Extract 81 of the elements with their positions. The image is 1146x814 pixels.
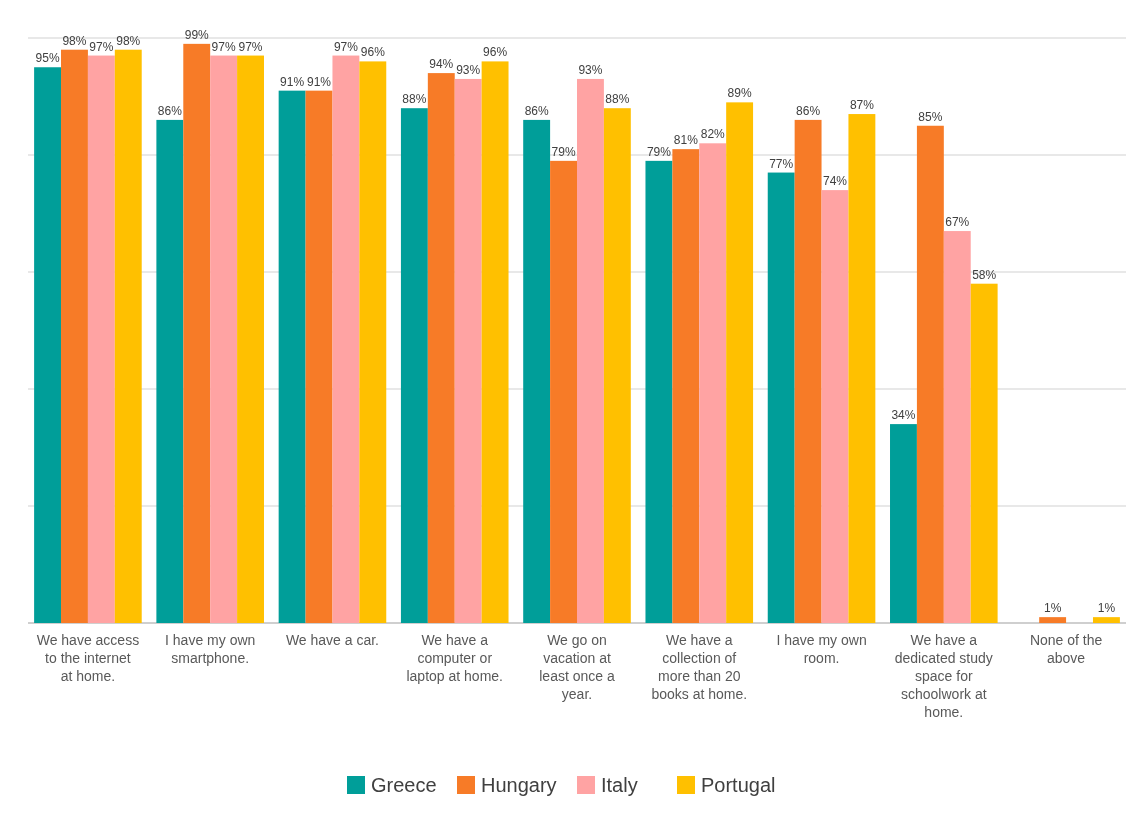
x-tick-label: We have a computer or laptop at home. bbox=[406, 632, 503, 684]
data-label: 86% bbox=[524, 103, 549, 118]
bar bbox=[916, 125, 944, 623]
data-label: 94% bbox=[429, 57, 454, 72]
bar bbox=[603, 108, 631, 623]
data-label: 86% bbox=[157, 103, 183, 118]
data-label: 85% bbox=[918, 109, 943, 124]
x-tick-label: We go on vacation at least once a year. bbox=[539, 632, 615, 702]
x-tick-label: I have my own smartphone. bbox=[165, 632, 256, 666]
bar bbox=[577, 78, 604, 623]
bar bbox=[237, 55, 264, 623]
bar bbox=[1039, 617, 1067, 623]
data-label: 96% bbox=[360, 45, 386, 60]
data-label: 93% bbox=[456, 62, 481, 77]
data-label: 74% bbox=[822, 174, 848, 189]
data-label: 96% bbox=[483, 45, 508, 60]
data-label: 67% bbox=[945, 215, 970, 230]
bar bbox=[672, 149, 700, 623]
bar bbox=[114, 49, 142, 623]
data-label: 97% bbox=[333, 39, 359, 54]
bar bbox=[1092, 617, 1120, 623]
bar bbox=[305, 90, 333, 623]
bar bbox=[890, 424, 917, 623]
data-label: 34% bbox=[891, 408, 916, 423]
bar bbox=[34, 67, 62, 623]
bar bbox=[400, 108, 428, 623]
bar bbox=[943, 231, 971, 623]
bar bbox=[359, 61, 387, 623]
data-label: 1% bbox=[1097, 601, 1116, 616]
x-tick-label: None of the above bbox=[1029, 632, 1103, 666]
bar bbox=[821, 190, 849, 623]
data-label: 95% bbox=[35, 51, 60, 66]
bar bbox=[699, 143, 727, 623]
data-label: 93% bbox=[578, 62, 603, 77]
legend-label: Portugal bbox=[701, 774, 776, 796]
data-label: 99% bbox=[184, 27, 210, 42]
bar bbox=[278, 90, 306, 623]
data-label: 87% bbox=[849, 98, 875, 113]
legend-label: Hungary bbox=[481, 774, 557, 796]
data-label: 91% bbox=[306, 74, 332, 89]
data-label: 1% bbox=[1043, 601, 1062, 616]
x-tick-label: We have a car. bbox=[285, 632, 380, 648]
bar bbox=[87, 55, 115, 623]
bar bbox=[794, 119, 822, 623]
bar bbox=[454, 78, 482, 623]
data-label: 88% bbox=[402, 92, 427, 107]
data-label: 88% bbox=[605, 92, 630, 107]
bar bbox=[645, 160, 673, 623]
x-tick-label: We have a collection of more than 20 books at home. bbox=[651, 632, 748, 702]
data-label: 58% bbox=[972, 267, 997, 282]
data-label: 98% bbox=[116, 33, 141, 48]
bar bbox=[726, 102, 754, 623]
bar bbox=[481, 61, 509, 623]
data-label: 77% bbox=[769, 156, 794, 171]
bar bbox=[523, 119, 551, 623]
bar bbox=[848, 114, 876, 623]
bar bbox=[550, 160, 577, 623]
data-label: 91% bbox=[280, 74, 305, 89]
data-label: 81% bbox=[673, 133, 699, 148]
legend-label: Italy bbox=[601, 774, 638, 796]
bar bbox=[61, 49, 88, 623]
data-label: 97% bbox=[211, 39, 236, 54]
data-label: 89% bbox=[727, 86, 752, 101]
data-label: 97% bbox=[238, 39, 263, 54]
data-label: 86% bbox=[796, 103, 821, 118]
bar bbox=[183, 43, 211, 623]
x-tick-label: We have a dedicated study space for schoolwork at home. bbox=[894, 632, 993, 720]
bar bbox=[156, 119, 184, 623]
bar bbox=[210, 55, 238, 623]
bar bbox=[332, 55, 360, 623]
x-tick-label: I have my own room. bbox=[776, 632, 867, 666]
data-label: 79% bbox=[646, 144, 672, 159]
bar bbox=[767, 172, 795, 623]
bar bbox=[427, 73, 455, 623]
legend-label: Greece bbox=[371, 774, 437, 796]
data-label: 82% bbox=[700, 127, 726, 142]
data-label: 97% bbox=[89, 39, 114, 54]
data-label: 79% bbox=[551, 144, 576, 159]
x-tick-label: We have access to the internet at home. bbox=[36, 632, 140, 684]
bar bbox=[970, 283, 998, 623]
data-label: 98% bbox=[62, 33, 87, 48]
